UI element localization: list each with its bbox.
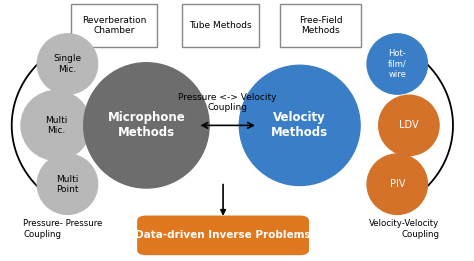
Ellipse shape: [239, 65, 360, 186]
Text: Data-driven Inverse Problems: Data-driven Inverse Problems: [135, 230, 311, 240]
FancyBboxPatch shape: [137, 216, 309, 255]
Text: LDV: LDV: [399, 120, 419, 130]
Text: Multi
Point: Multi Point: [56, 175, 79, 194]
Text: Single
Mic.: Single Mic.: [54, 54, 82, 74]
Ellipse shape: [21, 91, 91, 160]
Text: PIV: PIV: [390, 179, 405, 189]
Ellipse shape: [84, 63, 209, 188]
FancyBboxPatch shape: [71, 4, 157, 48]
Text: Pressure <-> Velocity
Coupling: Pressure <-> Velocity Coupling: [178, 93, 277, 112]
Ellipse shape: [367, 154, 428, 214]
Ellipse shape: [379, 95, 439, 156]
Text: Velocity
Methods: Velocity Methods: [271, 111, 328, 139]
Text: Microphone
Methods: Microphone Methods: [108, 111, 185, 139]
Text: Tube Methods: Tube Methods: [190, 21, 252, 30]
Text: Hot-
film/
wire: Hot- film/ wire: [388, 49, 407, 79]
Text: Free-Field
Methods: Free-Field Methods: [299, 16, 342, 35]
Ellipse shape: [367, 34, 428, 94]
Text: Reverberation
Chamber: Reverberation Chamber: [82, 16, 146, 35]
Text: Velocity-Velocity
Coupling: Velocity-Velocity Coupling: [369, 219, 439, 239]
FancyBboxPatch shape: [280, 4, 361, 48]
Ellipse shape: [37, 154, 98, 214]
FancyBboxPatch shape: [182, 4, 259, 48]
Text: Multi
Mic.: Multi Mic.: [45, 116, 67, 135]
Text: Pressure- Pressure
Coupling: Pressure- Pressure Coupling: [23, 219, 103, 239]
Ellipse shape: [37, 34, 98, 94]
